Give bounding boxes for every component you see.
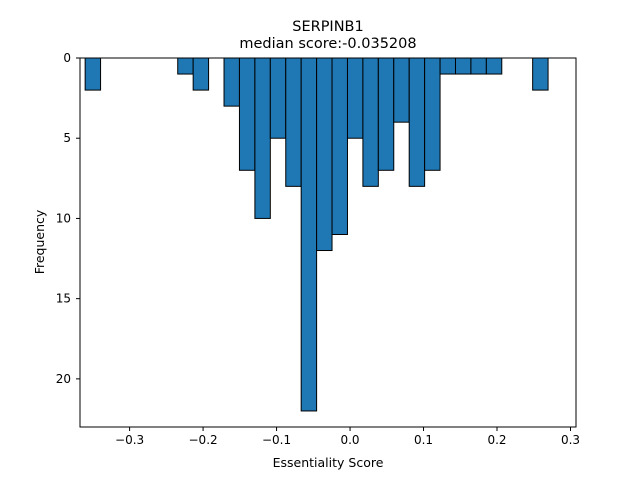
x-tick-label: 0.2 (487, 433, 506, 447)
histogram-bar (393, 57, 410, 123)
x-tick-label: −0.3 (115, 433, 144, 447)
y-axis-label: Frequency (32, 209, 47, 274)
histogram-bar (346, 57, 364, 139)
histogram-bar (177, 57, 194, 75)
x-axis-label: Essentiality Score (273, 455, 384, 470)
histogram-bar (532, 57, 549, 91)
y-tick-label: 5 (63, 131, 71, 145)
y-tick-label: 20 (56, 372, 71, 386)
histogram-bars (84, 57, 549, 412)
histogram-bar (408, 57, 426, 187)
x-tick-label: −0.2 (189, 433, 218, 447)
histogram-bar (331, 57, 348, 235)
histogram-bar (192, 57, 210, 91)
chart-subtitle: median score:-0.035208 (239, 36, 416, 52)
histogram-bar (269, 57, 287, 139)
plot-frame (79, 57, 577, 428)
histogram-bar (238, 57, 256, 171)
histogram-bar (454, 57, 472, 75)
y-tick-label: 10 (56, 211, 71, 225)
x-tick-label: 0.0 (340, 433, 359, 447)
histogram-bar (362, 57, 379, 187)
histogram-bar (84, 57, 102, 91)
histogram-bar (223, 57, 240, 107)
chart-title: SERPINB1 (292, 19, 363, 35)
y-axis-ticks: 0 5 10 15 20 (56, 51, 80, 386)
x-axis-ticks: −0.3 −0.2 −0.1 0.0 0.1 0.2 0.3 (115, 427, 580, 447)
histogram-bar (470, 57, 487, 75)
y-tick-label: 15 (56, 292, 71, 306)
histogram-bar (300, 57, 318, 412)
y-tick-label: 0 (63, 51, 71, 65)
histogram-bar (254, 57, 271, 219)
histogram-bar (377, 57, 395, 171)
histogram-bar (424, 57, 441, 171)
histogram-bar (316, 57, 333, 252)
histogram-bar (439, 57, 456, 75)
x-tick-label: 0.1 (414, 433, 433, 447)
x-tick-label: 0.3 (561, 433, 580, 447)
histogram-bar (285, 57, 302, 187)
histogram-bar (485, 57, 503, 75)
x-tick-label: −0.1 (262, 433, 291, 447)
